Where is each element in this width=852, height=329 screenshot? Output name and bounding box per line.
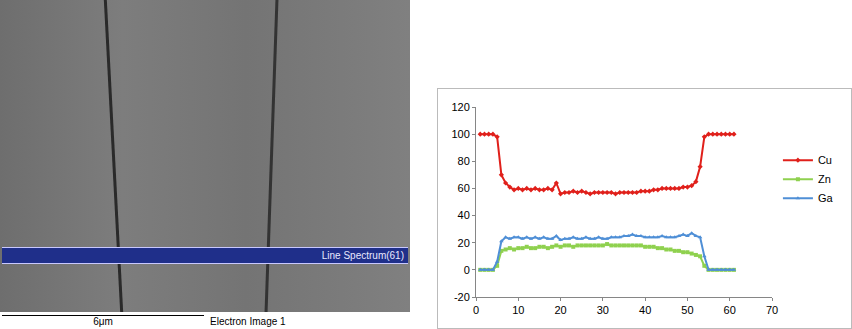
html-text:Line Spectrum(61): Line Spectrum(61) xyxy=(321,250,404,261)
svg-text:0: 0 xyxy=(464,264,470,276)
html-text:Electron Image 1: Electron Image 1 xyxy=(210,316,286,327)
svg-text:40: 40 xyxy=(639,304,651,316)
svg-text:20: 20 xyxy=(458,237,470,249)
svg-text:60: 60 xyxy=(458,182,470,194)
svg-text:120: 120 xyxy=(451,101,469,113)
svg-text:40: 40 xyxy=(458,209,470,221)
svg-text:Cu: Cu xyxy=(818,154,832,166)
svg-text:80: 80 xyxy=(458,155,470,167)
svg-text:100: 100 xyxy=(451,128,469,140)
svg-text:30: 30 xyxy=(597,304,609,316)
svg-text:50: 50 xyxy=(681,304,693,316)
svg-text:20: 20 xyxy=(554,304,566,316)
svg-text:10: 10 xyxy=(512,304,524,316)
svg-text:Ga: Ga xyxy=(818,192,834,204)
svg-text:Zn: Zn xyxy=(818,173,831,185)
html-text:6μm: 6μm xyxy=(93,316,113,327)
svg-text:60: 60 xyxy=(724,304,736,316)
svg-text:-20: -20 xyxy=(454,291,470,303)
svg-text:0: 0 xyxy=(473,304,479,316)
svg-text:70: 70 xyxy=(766,304,778,316)
